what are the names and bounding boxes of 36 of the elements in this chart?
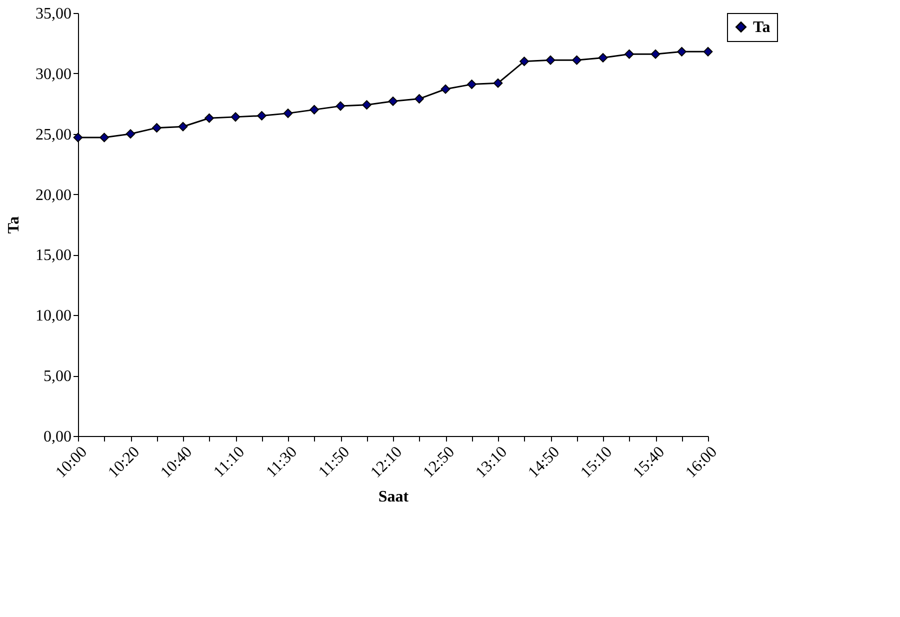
point [546, 55, 556, 65]
y-tick-label: 5,00 [44, 368, 72, 386]
point [572, 55, 582, 65]
legend-label: Ta [753, 19, 770, 36]
point [283, 108, 293, 118]
point [362, 100, 372, 110]
point [493, 78, 503, 88]
x-axis-title: Saat [378, 488, 410, 506]
point [520, 56, 529, 66]
point [204, 113, 214, 123]
point [257, 111, 266, 120]
point [152, 123, 162, 132]
point [414, 94, 424, 104]
point [703, 46, 713, 56]
point [624, 49, 634, 59]
y-axis-title: Ta [6, 216, 22, 234]
point [230, 112, 240, 122]
point [310, 105, 319, 114]
y-tick-label: 20,00 [36, 186, 72, 204]
point [440, 84, 450, 94]
y-tick-label: 10,00 [36, 308, 72, 325]
point [598, 53, 608, 62]
point [336, 101, 346, 111]
y-tick-label: 35,00 [36, 6, 72, 22]
point [467, 80, 476, 89]
point [178, 122, 188, 132]
point [388, 96, 398, 106]
y-tick-label: 0,00 [44, 428, 72, 446]
point [100, 132, 109, 142]
point [126, 129, 136, 139]
y-tick-label: 25,00 [36, 126, 72, 144]
point [73, 132, 83, 142]
point [677, 46, 686, 56]
y-tick-label: 15,00 [36, 247, 72, 264]
y-tick-label: 30,00 [36, 66, 72, 83]
point [650, 49, 660, 59]
